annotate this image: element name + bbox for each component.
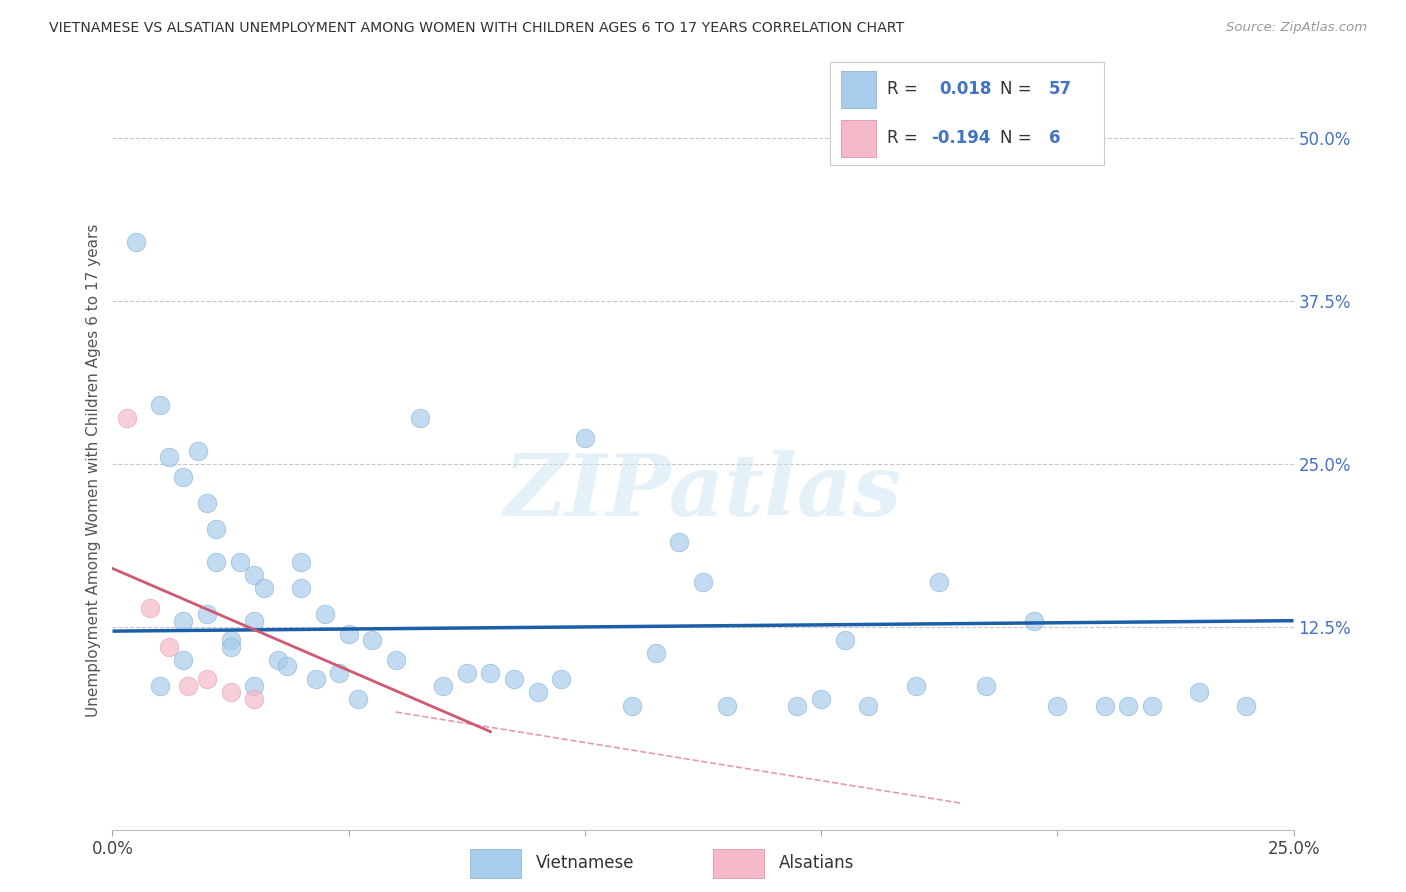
- Point: [149, 398, 172, 412]
- Point: [139, 600, 162, 615]
- Point: [219, 640, 242, 654]
- Point: [290, 555, 312, 569]
- Point: [243, 679, 266, 693]
- Point: [157, 450, 180, 465]
- Point: [219, 633, 242, 648]
- Point: [834, 633, 856, 648]
- Point: [385, 653, 408, 667]
- Bar: [841, 120, 876, 157]
- Text: N =: N =: [1000, 80, 1031, 98]
- Point: [432, 679, 454, 693]
- Text: 57: 57: [1049, 80, 1071, 98]
- Point: [243, 568, 266, 582]
- Point: [328, 665, 350, 680]
- Point: [115, 411, 138, 425]
- Point: [668, 535, 690, 549]
- Point: [186, 444, 208, 458]
- Point: [195, 673, 218, 687]
- Bar: [841, 70, 876, 108]
- Bar: [713, 849, 763, 878]
- Point: [574, 431, 596, 445]
- Point: [1140, 698, 1163, 713]
- Point: [1046, 698, 1069, 713]
- Point: [157, 640, 180, 654]
- Point: [716, 698, 738, 713]
- Text: 0.018: 0.018: [939, 80, 991, 98]
- Point: [149, 679, 172, 693]
- Point: [304, 673, 326, 687]
- Point: [408, 411, 430, 425]
- Point: [177, 679, 200, 693]
- Text: N =: N =: [1000, 129, 1031, 147]
- Point: [337, 626, 360, 640]
- Point: [550, 673, 572, 687]
- Point: [290, 581, 312, 595]
- Point: [195, 607, 218, 621]
- Point: [858, 698, 880, 713]
- Point: [347, 692, 370, 706]
- Point: [456, 665, 478, 680]
- Point: [205, 555, 228, 569]
- Point: [976, 679, 998, 693]
- Text: -0.194: -0.194: [931, 129, 990, 147]
- Text: ZIPatlas: ZIPatlas: [503, 450, 903, 533]
- Point: [243, 692, 266, 706]
- Point: [361, 633, 384, 648]
- Bar: [470, 849, 520, 878]
- Point: [1116, 698, 1139, 713]
- Point: [253, 581, 276, 595]
- Point: [125, 235, 148, 249]
- Text: VIETNAMESE VS ALSATIAN UNEMPLOYMENT AMONG WOMEN WITH CHILDREN AGES 6 TO 17 YEARS: VIETNAMESE VS ALSATIAN UNEMPLOYMENT AMON…: [49, 21, 904, 35]
- Point: [503, 673, 526, 687]
- Point: [1188, 685, 1211, 699]
- Point: [621, 698, 644, 713]
- Text: Alsatians: Alsatians: [779, 855, 855, 872]
- Point: [1234, 698, 1257, 713]
- Point: [479, 665, 502, 680]
- Point: [205, 522, 228, 536]
- Point: [172, 470, 194, 484]
- Y-axis label: Unemployment Among Women with Children Ages 6 to 17 years: Unemployment Among Women with Children A…: [86, 224, 101, 717]
- Point: [243, 614, 266, 628]
- Point: [786, 698, 808, 713]
- Text: R =: R =: [887, 80, 918, 98]
- Point: [172, 614, 194, 628]
- Point: [644, 646, 666, 660]
- Text: Vietnamese: Vietnamese: [536, 855, 634, 872]
- Point: [928, 574, 950, 589]
- Point: [904, 679, 927, 693]
- Point: [172, 653, 194, 667]
- Point: [1094, 698, 1116, 713]
- Point: [219, 685, 242, 699]
- Point: [267, 653, 290, 667]
- Point: [810, 692, 832, 706]
- Point: [526, 685, 548, 699]
- Point: [276, 659, 298, 673]
- Point: [195, 496, 218, 510]
- Point: [1022, 614, 1045, 628]
- Point: [692, 574, 714, 589]
- Text: R =: R =: [887, 129, 918, 147]
- Point: [314, 607, 336, 621]
- Point: [229, 555, 252, 569]
- Text: 6: 6: [1049, 129, 1060, 147]
- Text: Source: ZipAtlas.com: Source: ZipAtlas.com: [1226, 21, 1367, 34]
